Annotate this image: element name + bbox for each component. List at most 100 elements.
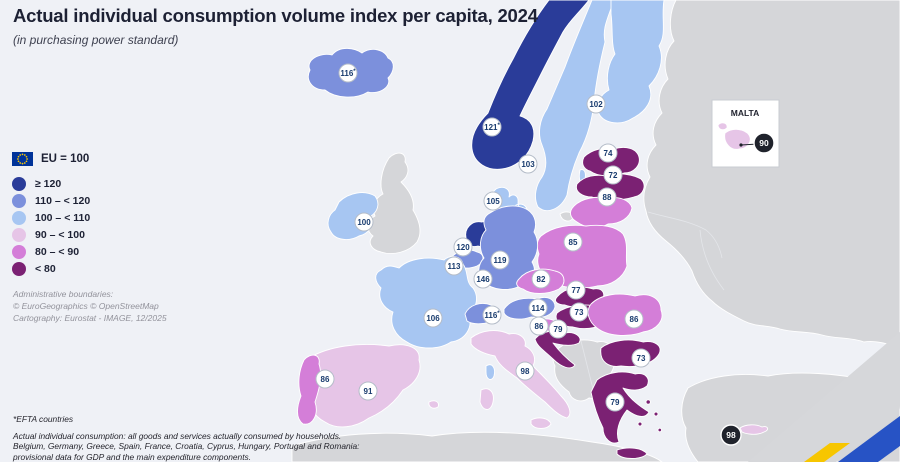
country-lv (575, 173, 645, 201)
legend-class-row-b80: 80 – < 90 (12, 245, 192, 259)
value-badge-mt: 90 (753, 132, 775, 154)
decor-gray-band (748, 332, 900, 462)
value-badge-fr: 106 (423, 308, 443, 328)
svg-text:113: 113 (448, 262, 461, 271)
credits-line: Administrative boundaries: (13, 289, 114, 299)
svg-text:103: 103 (521, 160, 535, 169)
svg-text:98: 98 (521, 367, 530, 376)
svg-text:86: 86 (321, 375, 330, 384)
value-badge-bg: 73 (631, 348, 651, 368)
svg-text:146: 146 (476, 275, 490, 284)
value-badge-se: 103 (518, 154, 538, 174)
value-badge-fi: 102 (586, 94, 606, 114)
value-badge-ie: 100 (354, 212, 374, 232)
value-badge-lt: 88 (597, 187, 617, 207)
country-cy (739, 424, 769, 435)
value-badge-sk: 77 (566, 280, 586, 300)
legend-swatch (12, 177, 26, 191)
malta-locator-dot (739, 143, 743, 147)
value-badge-dk: 105 (483, 191, 503, 211)
svg-text:88: 88 (603, 193, 612, 202)
svg-text:121*: 121* (484, 123, 500, 132)
svg-text:73: 73 (637, 354, 646, 363)
value-badge-at: 114 (528, 298, 548, 318)
value-badge-no: 121* (482, 117, 502, 137)
footnotes: *EFTA countries Actual individual consum… (13, 414, 359, 462)
value-badge-ro: 86 (624, 309, 644, 329)
legend-class-label: < 80 (35, 263, 56, 275)
value-badge-el: 79 (605, 392, 625, 412)
country-it (470, 330, 571, 429)
svg-text:100: 100 (357, 218, 371, 227)
footnote-line: Actual individual consumption: all goods… (13, 430, 342, 441)
footnote-line: provisional data for GDP and the main ex… (13, 451, 252, 462)
value-badge-lu: 146 (473, 269, 493, 289)
page-subtitle: (in purchasing power standard) (13, 33, 179, 47)
svg-text:114: 114 (532, 304, 545, 313)
svg-text:106: 106 (426, 314, 440, 323)
eu-flag-icon (12, 152, 33, 166)
legend-swatch (12, 194, 26, 208)
value-badge-nl: 120 (453, 237, 473, 257)
legend-eu-row: EU = 100 (12, 152, 192, 166)
legend-class-label: 80 – < 90 (35, 246, 80, 258)
svg-text:86: 86 (535, 322, 544, 331)
value-badge-ee: 74 (598, 143, 618, 163)
legend-class-row-lt80: < 80 (12, 262, 192, 276)
country-fi (597, 0, 665, 124)
svg-text:102: 102 (589, 100, 603, 109)
value-badge-si: 86 (529, 316, 549, 336)
country-pt (297, 354, 322, 425)
value-badge-is: 116* (338, 63, 358, 83)
svg-text:77: 77 (572, 286, 581, 295)
svg-text:79: 79 (554, 325, 563, 334)
svg-text:85: 85 (569, 238, 578, 247)
value-badge-hu: 73 (569, 302, 589, 322)
value-badges: 116* 121* 103 102 105 74 72 88 85 100 120 113 146 119… (315, 63, 775, 446)
svg-text:72: 72 (609, 171, 618, 180)
legend-swatch (12, 211, 26, 225)
value-badge-es: 91 (358, 381, 378, 401)
legend-class-row-b110: 110 – < 120 (12, 194, 192, 208)
legend-class-label: 110 – < 120 (35, 195, 91, 207)
legend-class-row-b90: 90 – < 100 (12, 228, 192, 242)
value-badge-ch: 116* (482, 305, 502, 325)
svg-text:120: 120 (456, 243, 470, 252)
svg-text:82: 82 (537, 275, 546, 284)
header: Actual individual consumption volume ind… (13, 5, 538, 47)
value-badge-pt: 86 (315, 369, 335, 389)
credits-line: © EuroGeographics © OpenStreetMap (13, 301, 159, 311)
svg-text:79: 79 (611, 398, 620, 407)
legend-class-label: 100 – < 110 (35, 212, 91, 224)
corner-decoration (748, 332, 900, 462)
legend-class-label: 90 – < 100 (35, 229, 85, 241)
value-badge-cy: 98 (720, 424, 742, 446)
svg-text:91: 91 (364, 387, 373, 396)
svg-text:90: 90 (759, 138, 769, 148)
svg-text:73: 73 (575, 308, 584, 317)
svg-text:86: 86 (630, 315, 639, 324)
value-badge-lv: 72 (603, 165, 623, 185)
legend-classes: ≥ 120 110 – < 120 100 – < 110 90 – < 100 80 … (12, 177, 192, 276)
legend-swatch (12, 228, 26, 242)
country-el (590, 371, 663, 459)
value-badge-hr: 79 (548, 319, 568, 339)
legend-swatch (12, 262, 26, 276)
svg-text:116*: 116* (484, 311, 500, 320)
country-ro (587, 293, 663, 336)
legend-class-row-ge120: ≥ 120 (12, 177, 192, 191)
inset-title: MALTA (731, 108, 759, 118)
svg-text:119: 119 (494, 256, 507, 265)
admin-boundary-line (580, 211, 725, 390)
legend-swatch (12, 245, 26, 259)
svg-text:116*: 116* (340, 69, 356, 78)
svg-text:98: 98 (726, 430, 736, 440)
decor-blue-band (838, 416, 900, 462)
map-credits: Administrative boundaries: © EuroGeograp… (13, 288, 167, 324)
landmass-eastern-europe (597, 0, 900, 349)
value-badge-cz: 82 (531, 269, 551, 289)
legend: EU = 100 ≥ 120 110 – < 120 100 – < 110 90 –… (12, 152, 192, 279)
svg-text:74: 74 (604, 149, 613, 158)
value-badge-pl: 85 (563, 232, 583, 252)
